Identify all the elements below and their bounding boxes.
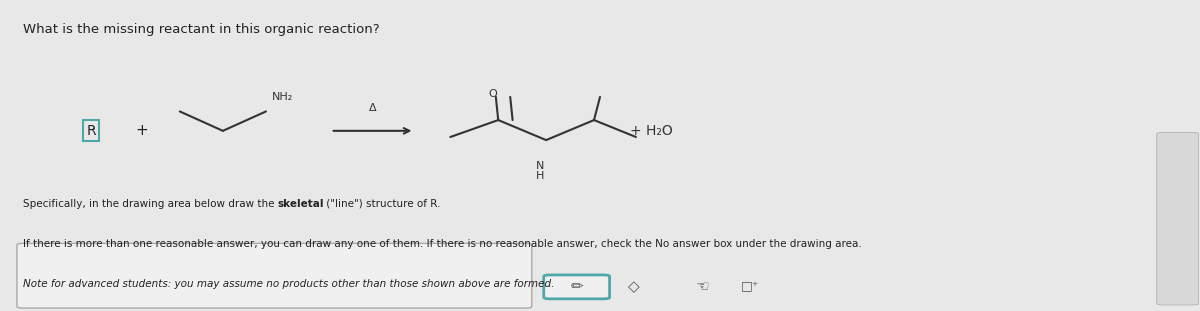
Text: ◇: ◇	[628, 279, 640, 295]
Text: What is the missing reactant in this organic reaction?: What is the missing reactant in this org…	[23, 23, 379, 36]
Text: R: R	[86, 124, 96, 138]
Text: □⁺: □⁺	[742, 281, 760, 293]
Text: Specifically, in the drawing area below draw the: Specifically, in the drawing area below …	[23, 199, 277, 209]
Text: O: O	[488, 89, 497, 99]
FancyBboxPatch shape	[1157, 132, 1199, 305]
Text: If there is more than one reasonable answer, you can draw any one of them. If th: If there is more than one reasonable ans…	[23, 239, 862, 249]
Text: NH₂: NH₂	[272, 92, 293, 102]
Text: ("line") structure of R.: ("line") structure of R.	[324, 199, 440, 209]
FancyBboxPatch shape	[17, 243, 532, 308]
Text: ✏: ✏	[570, 279, 583, 295]
Text: N
H: N H	[536, 161, 545, 181]
Text: + H₂O: + H₂O	[630, 124, 673, 138]
Text: Note for advanced students: you may assume no products other than those shown ab: Note for advanced students: you may assu…	[23, 279, 554, 289]
Text: +: +	[136, 123, 148, 138]
FancyBboxPatch shape	[544, 275, 610, 299]
Text: skeletal: skeletal	[277, 199, 324, 209]
Text: ☜: ☜	[696, 279, 709, 295]
Text: Δ: Δ	[368, 103, 377, 113]
